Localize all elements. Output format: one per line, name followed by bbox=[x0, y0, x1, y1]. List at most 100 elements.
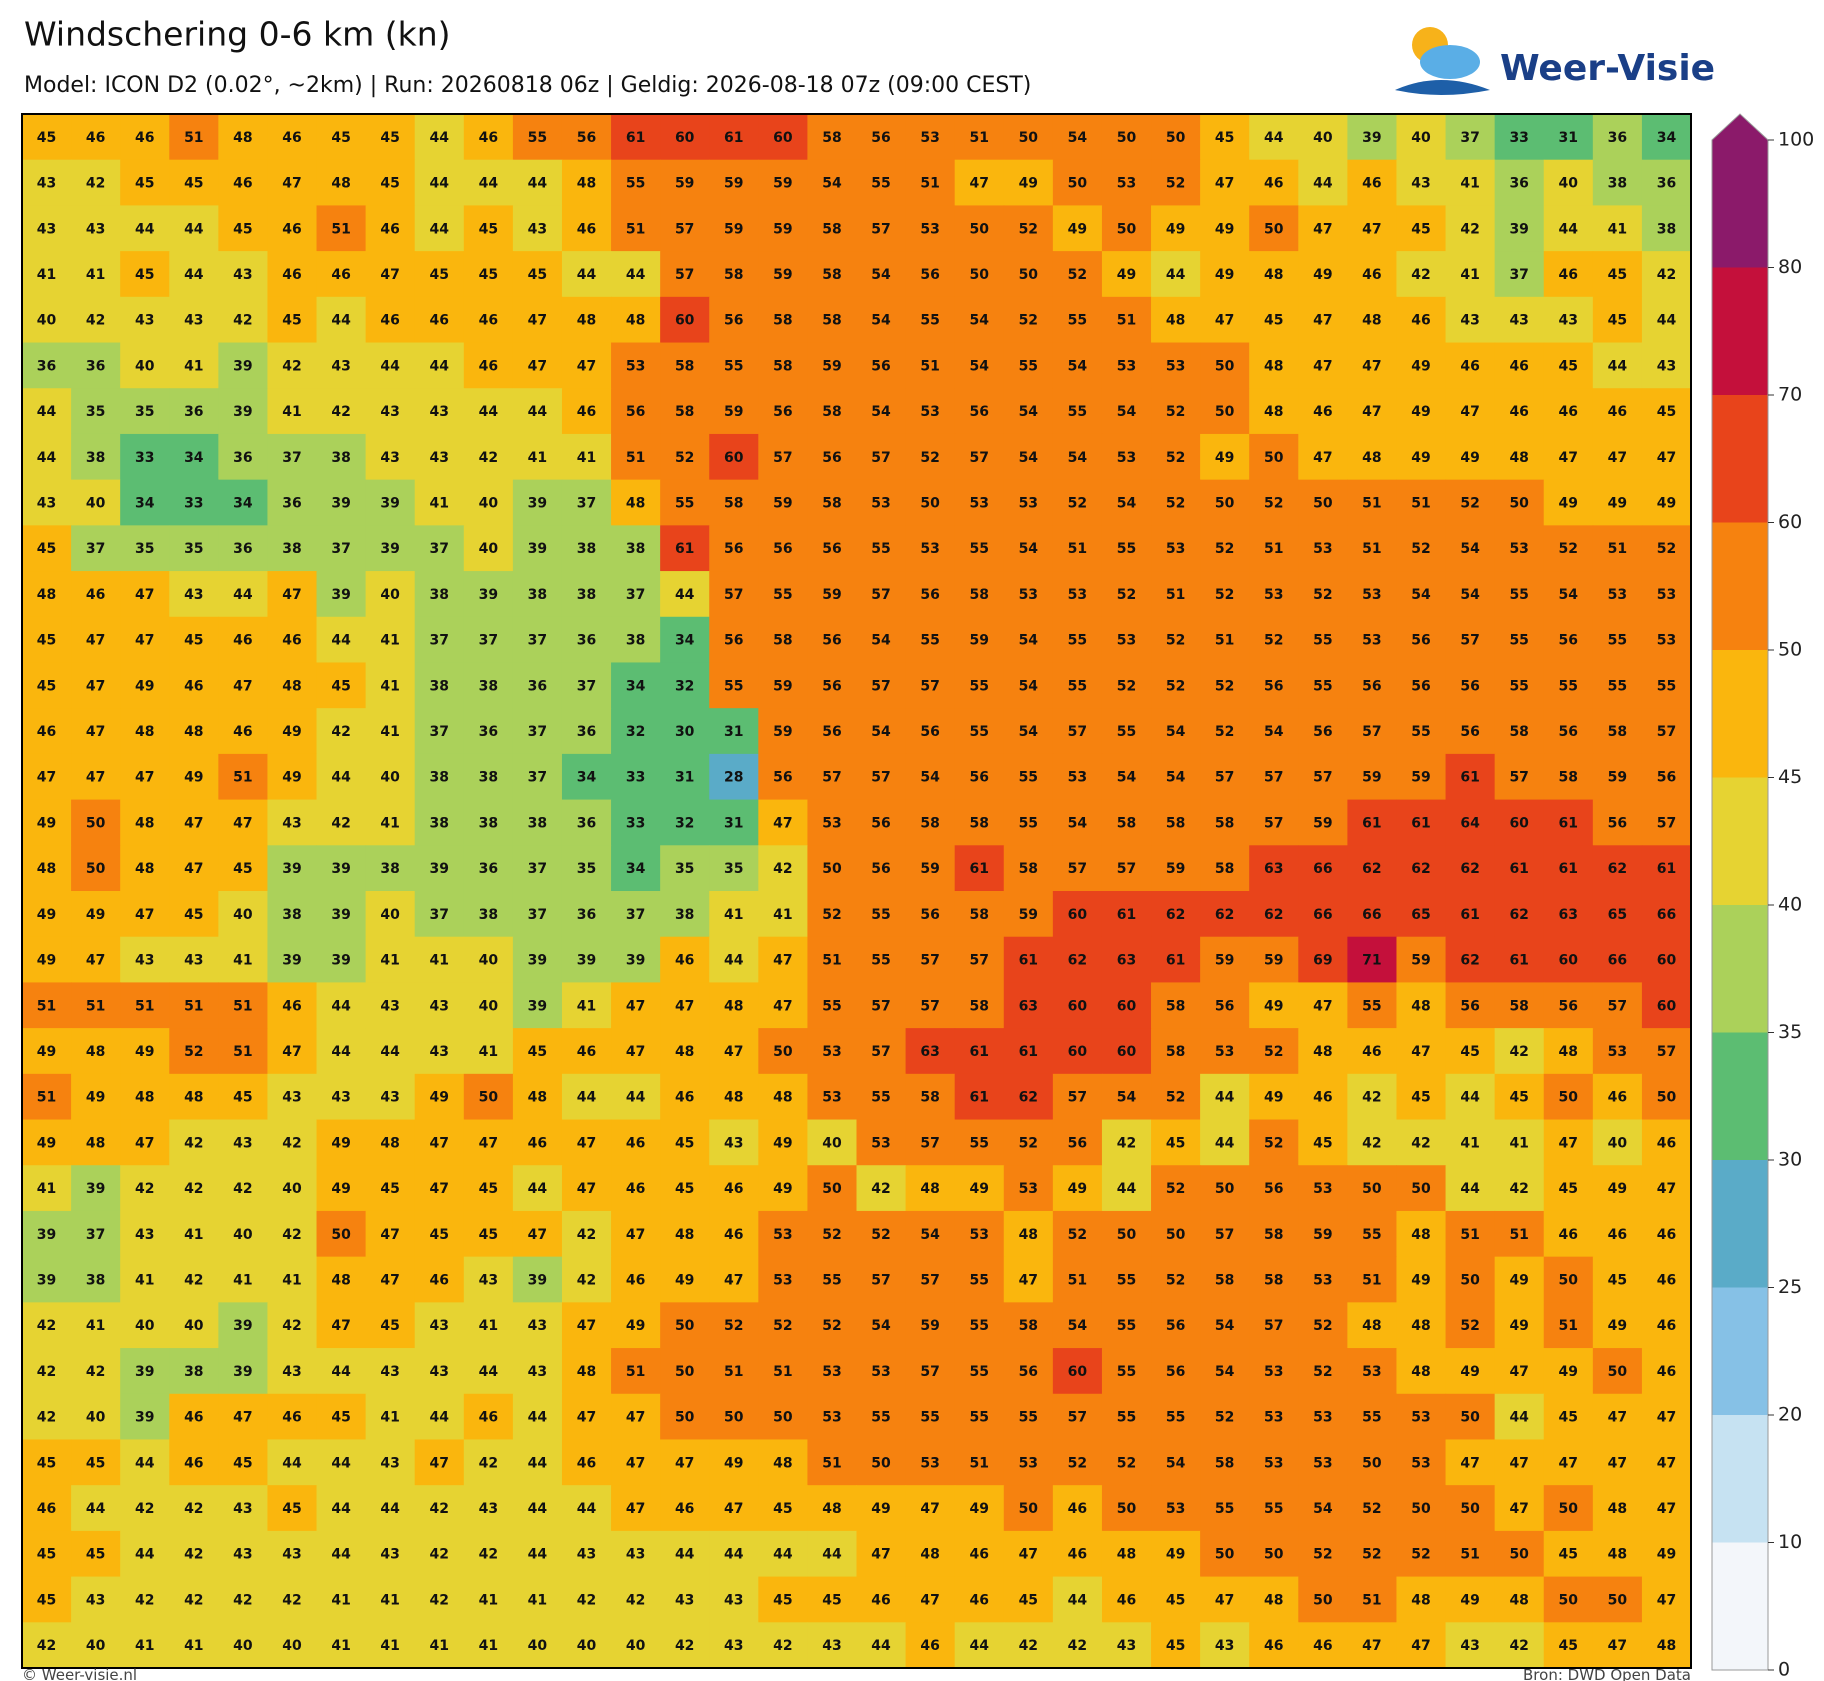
cell bbox=[905, 936, 956, 983]
cell bbox=[807, 1439, 857, 1486]
cell bbox=[414, 433, 465, 481]
cell-value: 66 bbox=[1657, 907, 1676, 923]
cell bbox=[365, 205, 416, 252]
cell bbox=[660, 342, 710, 389]
cell bbox=[1101, 1073, 1152, 1121]
cell-value: 41 bbox=[233, 953, 252, 969]
cell bbox=[414, 1439, 465, 1486]
cell-value: 55 bbox=[969, 1364, 988, 1380]
cell-value: 39 bbox=[37, 1273, 56, 1289]
cell-value: 46 bbox=[380, 313, 399, 329]
cell bbox=[512, 1393, 563, 1440]
cell bbox=[954, 251, 1005, 298]
cell-value: 56 bbox=[1264, 678, 1283, 694]
cell bbox=[856, 753, 907, 801]
cell-value: 36 bbox=[479, 861, 498, 877]
cell bbox=[1543, 1256, 1594, 1303]
cell bbox=[1592, 479, 1643, 526]
cell-value: 42 bbox=[1509, 1044, 1528, 1060]
cell bbox=[807, 433, 857, 481]
cell-value: 54 bbox=[1068, 1318, 1088, 1334]
cell bbox=[120, 1576, 170, 1623]
cell-value: 47 bbox=[282, 1044, 301, 1060]
cell-value: 43 bbox=[282, 1364, 301, 1380]
cell-value: 43 bbox=[233, 1135, 252, 1151]
cell bbox=[316, 1210, 367, 1258]
cell-value: 36 bbox=[233, 450, 252, 466]
cell-value: 39 bbox=[331, 953, 350, 969]
cell-value: 48 bbox=[86, 1044, 105, 1060]
cell-value: 43 bbox=[724, 1592, 743, 1608]
cell-value: 48 bbox=[724, 998, 743, 1014]
cell-value: 52 bbox=[1215, 587, 1234, 603]
cell bbox=[1151, 1119, 1201, 1166]
cell-value: 55 bbox=[920, 1410, 939, 1426]
cell bbox=[1298, 936, 1348, 983]
cell bbox=[1543, 1485, 1594, 1532]
cell-value: 39 bbox=[331, 907, 350, 923]
cell-value: 47 bbox=[282, 176, 301, 192]
cell bbox=[1101, 845, 1152, 892]
cell-value: 50 bbox=[86, 815, 106, 831]
cell-value: 53 bbox=[871, 1364, 890, 1380]
cell-value: 44 bbox=[479, 1364, 499, 1380]
cell bbox=[1200, 525, 1250, 572]
cell bbox=[218, 433, 268, 481]
cell bbox=[267, 342, 318, 389]
cell bbox=[512, 845, 563, 892]
cell-value: 41 bbox=[135, 1273, 154, 1289]
cell-value: 58 bbox=[1019, 1318, 1038, 1334]
cell bbox=[611, 1530, 661, 1578]
cell bbox=[365, 616, 416, 663]
cell bbox=[169, 936, 219, 983]
cell bbox=[561, 616, 612, 663]
cell-value: 42 bbox=[479, 1455, 498, 1471]
cell bbox=[1249, 114, 1299, 161]
cell bbox=[169, 388, 219, 435]
cell bbox=[856, 936, 907, 983]
cell-value: 58 bbox=[822, 496, 841, 512]
cell-value: 39 bbox=[577, 953, 596, 969]
cell-value: 43 bbox=[86, 1592, 105, 1608]
cell bbox=[954, 1530, 1005, 1578]
cell bbox=[611, 662, 661, 709]
cell bbox=[414, 845, 465, 892]
cell-value: 36 bbox=[1608, 130, 1627, 146]
cell bbox=[1003, 433, 1054, 481]
cell bbox=[1298, 799, 1348, 846]
cell-value: 53 bbox=[822, 1044, 841, 1060]
cell bbox=[807, 342, 857, 389]
cell bbox=[267, 114, 318, 161]
cell-value: 66 bbox=[1362, 907, 1381, 923]
cell-value: 39 bbox=[528, 998, 547, 1014]
cell bbox=[169, 1530, 219, 1578]
cell bbox=[1347, 342, 1397, 389]
cell-value: 41 bbox=[37, 1181, 56, 1197]
cell-value: 52 bbox=[822, 907, 841, 923]
cell bbox=[1101, 388, 1152, 435]
cell-value: 57 bbox=[871, 587, 890, 603]
cell bbox=[71, 251, 121, 298]
cell-value: 58 bbox=[1509, 724, 1528, 740]
cell bbox=[1641, 1256, 1692, 1303]
cell-value: 44 bbox=[135, 1547, 155, 1563]
cell bbox=[1641, 205, 1692, 252]
cell bbox=[316, 845, 367, 892]
cell-value: 41 bbox=[479, 1044, 498, 1060]
cell bbox=[218, 845, 268, 892]
cell-value: 47 bbox=[1509, 1501, 1528, 1517]
cell bbox=[709, 251, 759, 298]
cell bbox=[120, 433, 170, 481]
cell bbox=[1249, 1119, 1299, 1166]
cell-value: 55 bbox=[822, 998, 841, 1014]
cell-value: 55 bbox=[1313, 678, 1332, 694]
cell bbox=[905, 159, 956, 206]
cell bbox=[758, 159, 808, 206]
cell bbox=[561, 1439, 612, 1486]
cell bbox=[807, 799, 857, 846]
cell-value: 44 bbox=[184, 267, 204, 283]
cell-value: 37 bbox=[86, 541, 105, 557]
cell bbox=[71, 1165, 121, 1212]
cell bbox=[1052, 936, 1103, 983]
cell bbox=[1298, 1348, 1348, 1395]
